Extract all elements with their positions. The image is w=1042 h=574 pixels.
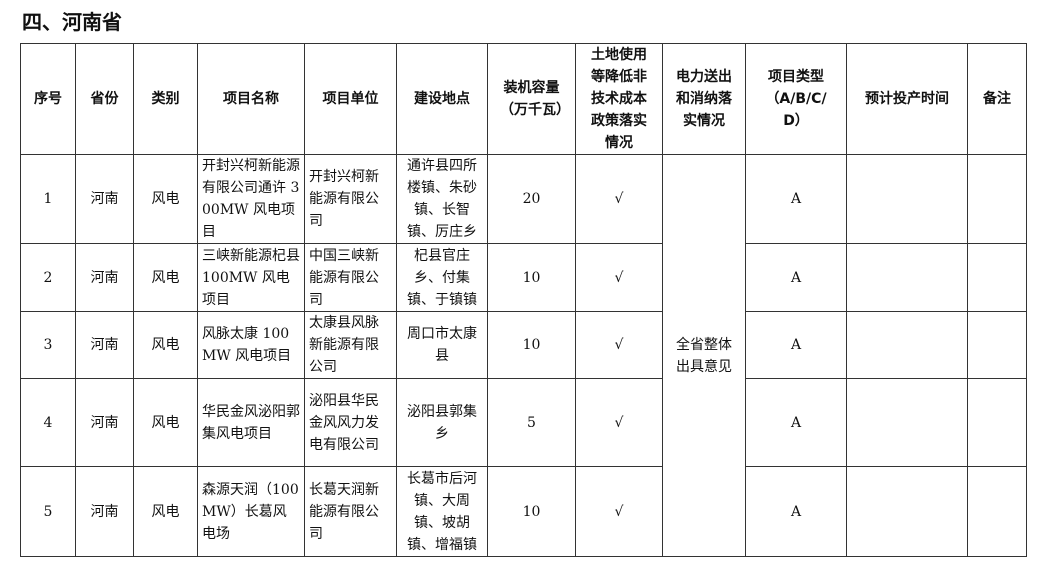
type-cell: A <box>745 154 847 244</box>
power-note-cell: 全省整体出具意见 <box>662 154 746 557</box>
no-cell: 1 <box>20 154 76 244</box>
header-row: 序号 省份 类别 项目名称 项目单位 建设地点 装机容量（万千瓦） 土地使用等降… <box>20 43 1027 155</box>
remark-cell <box>967 378 1027 467</box>
table-row: 5 河南 风电 森源天润（100MW）长葛风电场 长葛天润新能源有限公司 长葛市后河镇、大… <box>20 466 1027 557</box>
category-cell: 风电 <box>133 378 198 467</box>
unit-cell: 中国三峡新能源有限公司 <box>304 243 397 312</box>
capacity-cell: 10 <box>487 243 576 312</box>
name-cell: 风脉太康 100MW 风电项目 <box>197 311 305 379</box>
type-cell: A <box>745 311 847 379</box>
no-cell: 2 <box>20 243 76 312</box>
date-cell <box>846 311 968 379</box>
header-cell: 序号 <box>20 43 76 155</box>
location-cell: 周口市太康县 <box>396 311 488 379</box>
name-cell: 华民金风泌阳郭集风电项目 <box>197 378 305 467</box>
capacity-cell: 10 <box>487 311 576 379</box>
capacity-cell: 20 <box>487 154 576 244</box>
province-cell: 河南 <box>75 154 134 244</box>
header-cell: 预计投产时间 <box>846 43 968 155</box>
table-row: 4 河南 风电 华民金风泌阳郭集风电项目 泌阳县华民金风风力发电有限公司 泌阳县郭集乡 5 √… <box>20 378 1027 467</box>
header-cell: 备注 <box>967 43 1027 155</box>
table-row: 2 河南 风电 三峡新能源杞县 100MW 风电项目 中国三峡新能源有限公司 杞县官庄乡、… <box>20 243 1027 312</box>
header-cell: 项目单位 <box>304 43 397 155</box>
location-cell: 长葛市后河镇、大周镇、坡胡镇、增福镇 <box>396 466 488 557</box>
land-cell: √ <box>575 378 663 467</box>
land-cell: √ <box>575 154 663 244</box>
header-cell: 项目名称 <box>197 43 305 155</box>
location-cell: 泌阳县郭集乡 <box>396 378 488 467</box>
category-cell: 风电 <box>133 466 198 557</box>
location-cell: 通许县四所楼镇、朱砂镇、长智镇、厉庄乡 <box>396 154 488 244</box>
remark-cell <box>967 243 1027 312</box>
land-cell: √ <box>575 466 663 557</box>
date-cell <box>846 378 968 467</box>
land-cell: √ <box>575 243 663 312</box>
header-cell: 项目类型（A/B/C/D） <box>745 43 847 155</box>
header-cell: 省份 <box>75 43 134 155</box>
unit-cell: 开封兴柯新能源有限公司 <box>304 154 397 244</box>
category-cell: 风电 <box>133 243 198 312</box>
name-cell: 开封兴柯新能源有限公司通许 300MW 风电项目 <box>197 154 305 244</box>
capacity-cell: 10 <box>487 466 576 557</box>
location-cell: 杞县官庄乡、付集镇、于镇镇 <box>396 243 488 312</box>
header-cell: 类别 <box>133 43 198 155</box>
date-cell <box>846 466 968 557</box>
no-cell: 5 <box>20 466 76 557</box>
header-cell: 土地使用等降低非技术成本政策落实情况 <box>575 43 663 155</box>
province-cell: 河南 <box>75 466 134 557</box>
section-title: 四、河南省 <box>22 10 122 34</box>
type-cell: A <box>745 378 847 467</box>
date-cell <box>846 154 968 244</box>
table-row: 1 河南 风电 开封兴柯新能源有限公司通许 300MW 风电项目 开封兴柯新能源有限公司… <box>20 154 1027 557</box>
unit-cell: 泌阳县华民金风风力发电有限公司 <box>304 378 397 467</box>
type-cell: A <box>745 243 847 312</box>
capacity-cell: 5 <box>487 378 576 467</box>
province-cell: 河南 <box>75 311 134 379</box>
province-cell: 河南 <box>75 243 134 312</box>
no-cell: 3 <box>20 311 76 379</box>
table-row: 3 河南 风电 风脉太康 100MW 风电项目 太康县风脉新能源有限公司 周口市太康县 10… <box>20 311 1027 379</box>
header-cell: 建设地点 <box>396 43 488 155</box>
unit-cell: 长葛天润新能源有限公司 <box>304 466 397 557</box>
remark-cell <box>967 311 1027 379</box>
header-cell: 装机容量（万千瓦） <box>487 43 576 155</box>
no-cell: 4 <box>20 378 76 467</box>
project-table: 序号 省份 类别 项目名称 项目单位 建设地点 装机容量（万千瓦） 土地使用等降… <box>20 43 1027 557</box>
category-cell: 风电 <box>133 311 198 379</box>
category-cell: 风电 <box>133 154 198 244</box>
name-cell: 森源天润（100MW）长葛风电场 <box>197 466 305 557</box>
header-cell: 电力送出和消纳落实情况 <box>662 43 746 155</box>
land-cell: √ <box>575 311 663 379</box>
type-cell: A <box>745 466 847 557</box>
unit-cell: 太康县风脉新能源有限公司 <box>304 311 397 379</box>
date-cell <box>846 243 968 312</box>
province-cell: 河南 <box>75 378 134 467</box>
name-cell: 三峡新能源杞县 100MW 风电项目 <box>197 243 305 312</box>
remark-cell <box>967 466 1027 557</box>
remark-cell <box>967 154 1027 244</box>
